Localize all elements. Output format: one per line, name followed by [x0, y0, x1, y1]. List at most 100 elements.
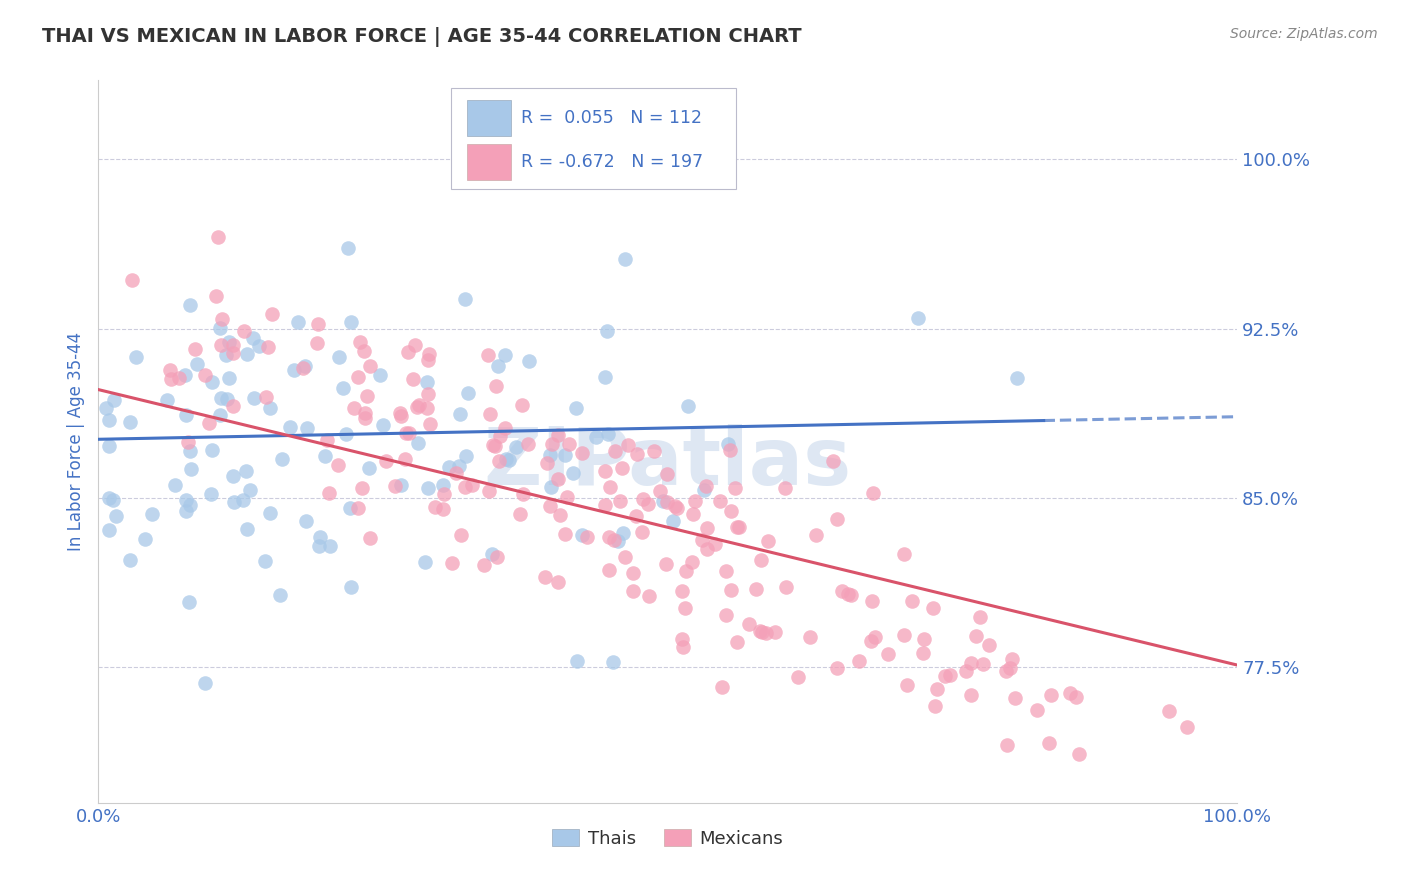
FancyBboxPatch shape — [451, 87, 737, 189]
Point — [357, 460, 380, 475]
Point — [606, 533, 628, 548]
Point — [340, 580, 363, 594]
Point — [1007, 370, 1029, 384]
Point — [749, 552, 772, 566]
Point — [478, 407, 501, 421]
Point — [630, 524, 652, 539]
Point — [413, 555, 436, 569]
Text: R = -0.672   N = 197: R = -0.672 N = 197 — [522, 153, 703, 171]
Point — [755, 626, 778, 640]
Point — [335, 427, 357, 442]
Point — [960, 657, 983, 671]
Y-axis label: In Labor Force | Age 35-44: In Labor Force | Age 35-44 — [66, 332, 84, 551]
FancyBboxPatch shape — [467, 145, 510, 180]
Point — [328, 350, 350, 364]
Point — [718, 443, 741, 458]
Point — [159, 362, 181, 376]
Point — [418, 347, 440, 361]
Point — [356, 389, 378, 403]
Point — [598, 564, 620, 578]
Point — [911, 646, 934, 660]
Point — [547, 428, 569, 442]
Point — [571, 446, 593, 460]
Point — [418, 353, 440, 368]
Point — [179, 297, 201, 311]
Point — [359, 532, 381, 546]
Text: THAI VS MEXICAN IN LABOR FORCE | AGE 35-44 CORRELATION CHART: THAI VS MEXICAN IN LABOR FORCE | AGE 35-… — [42, 27, 801, 46]
Point — [394, 452, 416, 467]
Point — [184, 342, 207, 356]
Point — [346, 500, 368, 515]
Point — [534, 569, 557, 583]
Point — [295, 514, 318, 528]
Point — [907, 310, 929, 325]
Point — [1178, 838, 1201, 853]
Point — [232, 492, 254, 507]
Point — [751, 625, 773, 640]
Point — [416, 387, 439, 401]
Point — [862, 485, 884, 500]
Point — [671, 584, 693, 599]
Point — [517, 354, 540, 368]
Point — [353, 410, 375, 425]
Point — [567, 654, 589, 668]
Point — [460, 477, 482, 491]
Point — [481, 547, 503, 561]
Point — [457, 386, 479, 401]
Point — [205, 289, 228, 303]
Point — [174, 504, 197, 518]
Point — [965, 629, 987, 643]
Point — [332, 381, 354, 395]
Point — [269, 588, 291, 602]
Point — [494, 421, 516, 435]
Point — [485, 379, 508, 393]
Point — [478, 484, 501, 499]
Point — [1026, 703, 1049, 717]
Point — [859, 633, 882, 648]
Point — [693, 483, 716, 497]
Point — [598, 427, 620, 442]
Point — [488, 454, 510, 468]
Point — [416, 401, 439, 415]
Point — [603, 533, 626, 547]
Point — [472, 558, 495, 572]
Point — [799, 630, 821, 644]
Point — [440, 557, 463, 571]
Point — [373, 417, 395, 432]
Point — [209, 338, 232, 352]
Point — [449, 407, 471, 421]
Point — [711, 680, 734, 694]
Point — [254, 391, 277, 405]
Point — [613, 549, 636, 564]
Point — [1149, 811, 1171, 825]
Point — [603, 443, 626, 458]
Point — [860, 594, 883, 608]
Point — [728, 520, 751, 534]
Point — [186, 357, 208, 371]
Point — [609, 494, 631, 508]
Point — [494, 348, 516, 362]
Point — [565, 401, 588, 415]
Point — [177, 435, 200, 450]
Point — [174, 493, 197, 508]
Point — [291, 361, 314, 376]
Point — [221, 346, 243, 360]
Point — [709, 493, 731, 508]
Point — [243, 391, 266, 405]
Point — [211, 312, 233, 326]
Point — [555, 490, 578, 504]
Point — [536, 456, 558, 470]
Point — [125, 350, 148, 364]
Point — [271, 451, 294, 466]
Point — [349, 335, 371, 350]
Point — [1159, 704, 1181, 718]
Point — [103, 393, 125, 408]
Point — [395, 425, 418, 440]
Point — [221, 468, 243, 483]
Point — [723, 481, 745, 495]
Point — [307, 336, 329, 351]
Point — [595, 370, 617, 384]
Point — [236, 347, 259, 361]
Point — [160, 372, 183, 386]
Point — [201, 376, 224, 390]
